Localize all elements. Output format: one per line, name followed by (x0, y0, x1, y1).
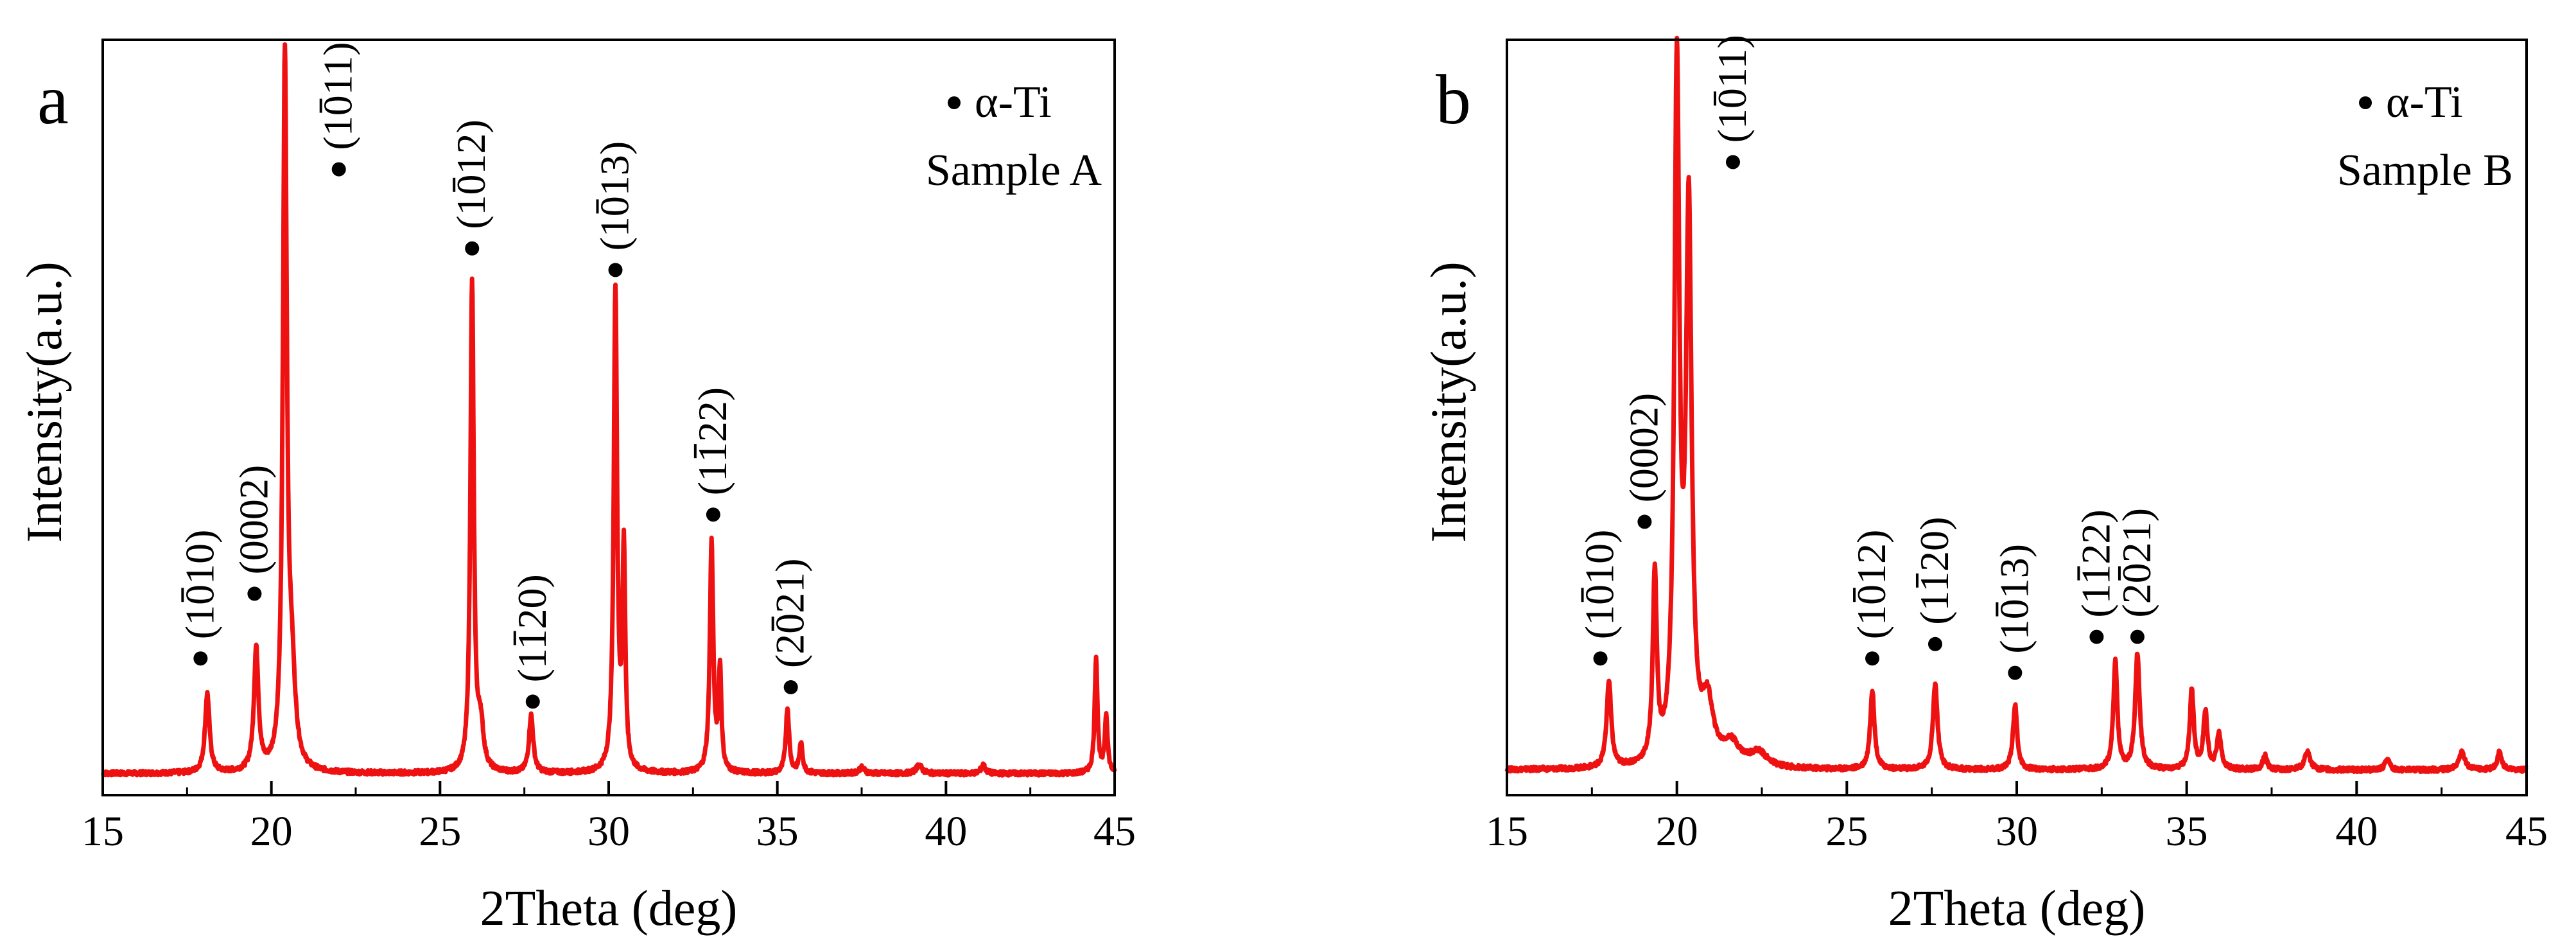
panel-a-legend-marker (948, 96, 961, 109)
panel-b-legend-sample: Sample B (2337, 146, 2513, 195)
panel-b-x-axis-label: 2Theta (deg) (1888, 880, 2146, 936)
panel-a-label: a (37, 60, 69, 139)
peak-marker (1637, 514, 1652, 529)
panel-b-y-axis-label: Intensity(a.u.) (1420, 261, 1476, 543)
peak-annotation: (0002) (1621, 393, 1666, 503)
peak-marker (706, 507, 720, 522)
peak-annotation: (1120) (1911, 517, 1957, 625)
peak-label: (1011) (1709, 35, 1755, 143)
panel-a-xrd-line (101, 42, 1117, 778)
panel-b-x-ticks (1506, 781, 2528, 795)
panel-a-x-tick-labels: 15 20 25 30 35 40 45 (82, 808, 1136, 855)
panel-b-legend-marker (2359, 96, 2372, 109)
panel-b-label: b (1436, 60, 1471, 139)
panel-a-x-tick-label-25: 25 (419, 808, 461, 855)
panel-b-x-tick-labels: 15 20 25 30 35 40 45 (1486, 808, 2548, 855)
peak-label: (0002) (231, 465, 276, 575)
peak-marker (2130, 629, 2145, 644)
peak-annotation: (1122) (690, 387, 735, 495)
panel-b-legend-label: α-Ti (2386, 78, 2463, 127)
panel-a-x-tick-label-40: 40 (925, 808, 967, 855)
peak-annotation: (1011) (315, 42, 361, 150)
peak-annotation: (1122) (2073, 509, 2118, 617)
peak-label: (1010) (177, 530, 222, 640)
panel-b-legend: α-Ti Sample B (2337, 78, 2513, 195)
panel-b-plot-frame (1506, 39, 2528, 796)
panel-b-x-tick-label-35: 35 (2166, 808, 2208, 855)
peak-label: (1122) (690, 387, 735, 495)
panel-a-legend: α-Ti Sample A (926, 78, 1102, 195)
panel-a-x-tick-label-20: 20 (250, 808, 293, 855)
panel-a-x-tick-label-15: 15 (82, 808, 124, 855)
peak-label: (1013) (1991, 544, 2037, 654)
peak-marker (2008, 665, 2023, 680)
peak-marker (2089, 629, 2104, 644)
panel-b-x-tick-label-45: 45 (2505, 808, 2548, 855)
peak-annotation: (1120) (509, 574, 555, 682)
panel-a-legend-label: α-Ti (975, 78, 1052, 127)
panel-b-x-tick-label-15: 15 (1486, 808, 1528, 855)
peak-annotation: (2021) (767, 558, 813, 668)
peak-label: (1120) (509, 574, 555, 682)
peak-marker (1593, 651, 1608, 666)
peak-annotation: (2021) (2114, 508, 2159, 618)
peak-annotation: (1011) (1709, 35, 1755, 143)
panel-b-x-tick-label-40: 40 (2335, 808, 2378, 855)
peak-marker (783, 680, 798, 694)
peak-marker (525, 694, 540, 709)
panel-a-x-ticks (101, 781, 1116, 795)
panel-a-plot-frame (101, 39, 1116, 796)
peak-marker (1726, 155, 1741, 170)
panel-b-peak-annotations: (1010) (0002) (1011) (1012) (1120) (1013) (112… (1577, 35, 2159, 680)
panel-a-peak-annotations: (1010)(0002) (1011) (1012) (1120) (1013) (112… (177, 42, 813, 709)
panel-a-x-tick-label-35: 35 (756, 808, 799, 855)
panel-a-x-tick-label-30: 30 (587, 808, 630, 855)
peak-label: (1122) (2073, 509, 2118, 617)
peak-annotation: (0002) (231, 465, 276, 575)
panel-b: b Intensity(a.u.) 2Theta (deg) α-Ti Samp… (1420, 35, 2548, 936)
panel-a-legend-sample: Sample A (926, 146, 1102, 195)
peak-label: (1010) (1577, 530, 1623, 640)
peak-marker (193, 651, 208, 666)
panel-a-y-axis-label: Intensity(a.u.) (16, 261, 72, 543)
peak-annotation: (1010) (1577, 530, 1623, 640)
peak-label: (1120) (1911, 517, 1957, 625)
peak-annotation: (1013) (592, 141, 638, 251)
panel-a-x-axis-label: 2Theta (deg) (480, 880, 738, 936)
panel-b-xrd-line (1504, 35, 2528, 775)
peak-annotation: (1012) (1849, 530, 1894, 640)
panel-a: a Intensity(a.u.) 2Theta (deg) α-Ti Samp… (16, 39, 1136, 936)
peak-annotation: (1010) (177, 530, 222, 640)
peak-marker (247, 586, 262, 601)
peak-label: (1012) (1849, 530, 1894, 640)
peak-label: (2021) (767, 558, 813, 668)
peak-label: (1011) (315, 42, 361, 150)
panel-a-x-tick-label-45: 45 (1093, 808, 1136, 855)
peak-marker (1865, 651, 1880, 666)
panel-b-x-tick-label-25: 25 (1825, 808, 1868, 855)
peak-label: (2021) (2114, 508, 2159, 618)
peak-label: (1013) (592, 141, 638, 251)
peak-marker (608, 263, 623, 277)
peak-marker (1928, 636, 1942, 651)
panel-b-x-tick-label-30: 30 (1996, 808, 2038, 855)
peak-marker (465, 241, 480, 256)
peak-annotation: (1013) (1991, 544, 2037, 654)
peak-marker (331, 162, 346, 177)
peak-annotation: (1012) (448, 119, 494, 229)
peak-label: (0002) (1621, 393, 1666, 503)
peak-label: (1012) (448, 119, 494, 229)
panel-b-x-tick-label-20: 20 (1656, 808, 1698, 855)
